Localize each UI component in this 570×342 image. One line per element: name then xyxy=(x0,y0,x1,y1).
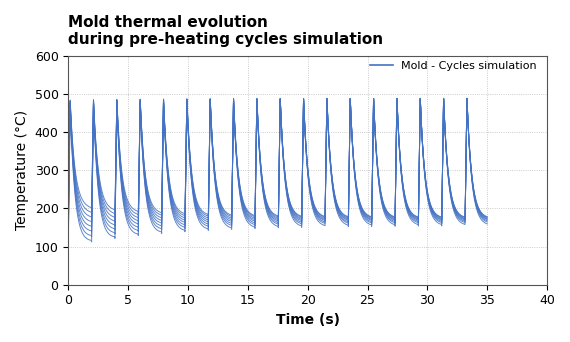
Legend: Mold - Cycles simulation: Mold - Cycles simulation xyxy=(366,56,542,75)
Text: Mold thermal evolution
during pre-heating cycles simulation: Mold thermal evolution during pre-heatin… xyxy=(68,15,384,48)
X-axis label: Time (s): Time (s) xyxy=(276,313,340,327)
Y-axis label: Temperature (°C): Temperature (°C) xyxy=(15,110,29,230)
